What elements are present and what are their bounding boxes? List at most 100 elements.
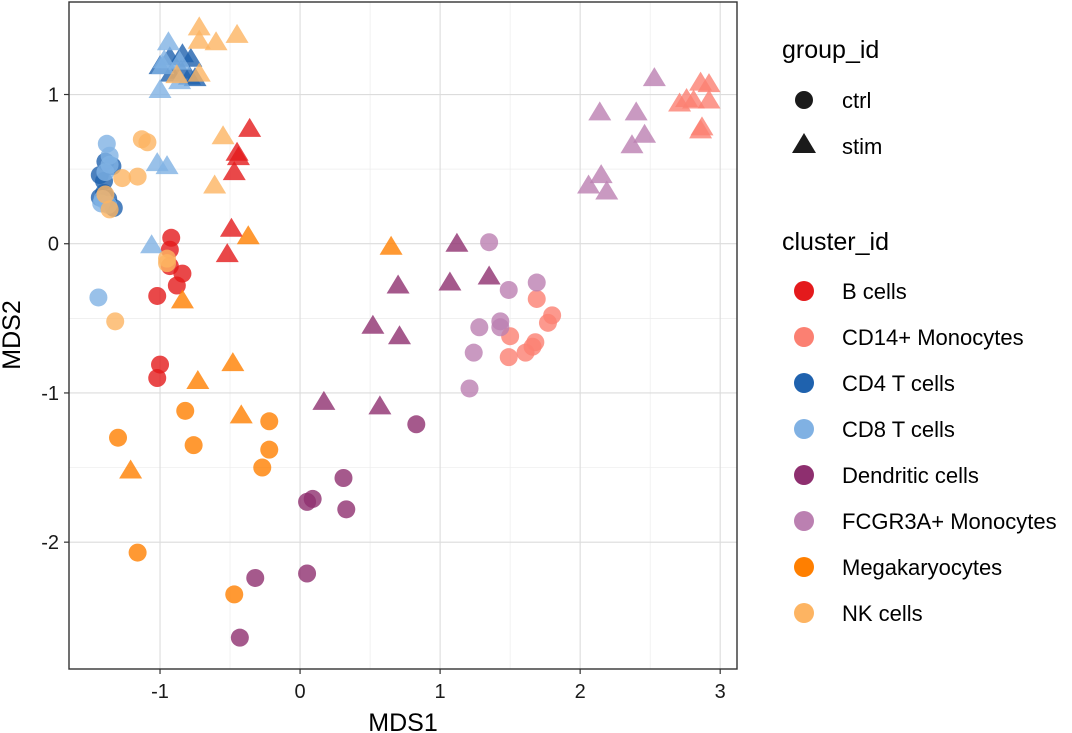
nk-cells-ctrl-point: [158, 249, 177, 268]
fcgr3a-monocytes-stim-point: [620, 134, 644, 154]
y-tick-label: 0: [48, 234, 59, 256]
fcgr3a-monocytes-stim-point: [624, 101, 648, 121]
dendritic-cells-ctrl-point: [298, 492, 317, 511]
nk-cells-stim-point: [165, 64, 189, 84]
x-tick-label: 2: [575, 681, 586, 703]
nk-cells-ctrl-point: [100, 200, 119, 219]
fcgr3a-monocytes-ctrl-point: [464, 343, 483, 362]
nk-cells-stim-point: [211, 125, 235, 145]
megakaryocytes-stim-point: [119, 459, 143, 479]
cd8-t-cells-stim-point: [168, 50, 192, 70]
y-tick-label: 1: [48, 85, 59, 107]
fcgr3a-monocytes-stim-point: [642, 67, 666, 87]
megakaryocytes-stim-point: [379, 235, 403, 255]
legend-key-b-cells: [794, 281, 814, 301]
fcgr3a-monocytes-stim-point: [577, 174, 601, 194]
color-legend-entries: B cells CD14+ Monocytes CD4 T cells CD8 T c…: [794, 279, 1057, 626]
fcgr3a-monocytes-ctrl-point: [480, 233, 499, 252]
x-tick-label: -1: [151, 681, 169, 703]
legend-label-fcgr3a-monocytes: FCGR3A+ Monocytes: [842, 509, 1057, 534]
major-gridlines: [69, 2, 737, 669]
shape-legend-title: group_id: [782, 36, 879, 64]
fcgr3a-monocytes-stim-point: [589, 164, 613, 184]
legend-label-cd8-t-cells: CD8 T cells: [842, 417, 955, 442]
legend-label-b-cells: B cells: [842, 279, 907, 304]
y-axis-ticks: -2 -1 0 1: [41, 85, 69, 554]
cd14-monocytes-ctrl-point: [516, 343, 535, 362]
dendritic-cells-stim-point: [445, 232, 469, 252]
cd14-monocytes-stim-point: [697, 89, 721, 109]
legend-key-dendritic-cells: [794, 465, 814, 485]
fcgr3a-monocytes-stim-point: [588, 101, 612, 121]
legend-label-cd4-t-cells: CD4 T cells: [842, 371, 955, 396]
fcgr3a-monocytes-ctrl-point: [460, 379, 479, 398]
b-cells-stim-point: [219, 217, 243, 237]
megakaryocytes-ctrl-point: [260, 412, 279, 431]
megakaryocytes-ctrl-point: [260, 440, 279, 459]
dendritic-cells-ctrl-point: [230, 628, 249, 647]
legend-key-cd14-monocytes: [794, 327, 814, 347]
b-cells-ctrl-point: [148, 286, 167, 305]
dendritic-cells-stim-point: [477, 265, 501, 285]
y-axis-title: MDS2: [0, 300, 26, 369]
x-axis-ticks: -1 0 1 2 3: [151, 669, 726, 703]
legend-key-fcgr3a-monocytes: [794, 511, 814, 531]
dendritic-cells-stim-point: [361, 314, 385, 334]
megakaryocytes-ctrl-point: [184, 436, 203, 455]
legend-circle-key: [795, 91, 813, 109]
nk-cells-ctrl-point: [138, 133, 157, 152]
dendritic-cells-ctrl-point: [337, 500, 356, 519]
fcgr3a-monocytes-ctrl-point: [470, 318, 489, 337]
b-cells-stim-point: [238, 117, 262, 137]
legend-key-nk-cells: [794, 603, 814, 623]
megakaryocytes-ctrl-point: [225, 585, 244, 604]
nk-cells-stim-point: [187, 62, 211, 82]
legend-label-stim: stim: [842, 134, 882, 159]
cd8-t-cells-stim-point: [156, 31, 180, 51]
nk-cells-stim-point: [204, 31, 228, 51]
nk-cells-stim-point: [203, 174, 227, 194]
nk-cells-ctrl-point: [128, 167, 147, 186]
cd8-t-cells-stim-point: [140, 234, 164, 254]
legend-label-nk-cells: NK cells: [842, 601, 923, 626]
megakaryocytes-stim-point: [170, 289, 194, 309]
cd14-monocytes-stim-point: [682, 89, 706, 109]
fcgr3a-monocytes-ctrl-point: [491, 312, 510, 331]
x-tick-label: 3: [715, 681, 726, 703]
dendritic-cells-stim-point: [438, 271, 462, 291]
x-axis-title: MDS1: [368, 709, 437, 733]
x-tick-label: 0: [295, 681, 306, 703]
dendritic-cells-stim-point: [312, 390, 336, 410]
fcgr3a-monocytes-stim-point: [633, 123, 657, 143]
b-cells-ctrl-point: [148, 369, 167, 388]
legend-label-dendritic-cells: Dendritic cells: [842, 463, 979, 488]
nk-cells-ctrl-point: [96, 185, 115, 204]
legend-key-megakaryocytes: [794, 557, 814, 577]
dendritic-cells-stim-point: [368, 395, 392, 415]
megakaryocytes-ctrl-point: [128, 543, 147, 562]
y-tick-label: -1: [41, 383, 59, 405]
dendritic-cells-ctrl-point: [246, 568, 265, 587]
cd14-monocytes-ctrl-point: [527, 289, 546, 308]
panel-border: [68, 1, 738, 670]
shape-legend: group_id ctrl stim: [782, 36, 882, 159]
dendritic-cells-ctrl-point: [298, 564, 317, 583]
megakaryocytes-stim-point: [186, 370, 210, 390]
megakaryocytes-ctrl-point: [109, 428, 128, 447]
b-cells-stim-point: [226, 146, 250, 166]
dendritic-cells-ctrl-point: [407, 415, 426, 434]
cd8-t-cells-ctrl-point: [96, 163, 115, 182]
b-cells-stim-point: [215, 243, 239, 263]
megakaryocytes-ctrl-point: [253, 458, 272, 477]
dendritic-cells-stim-point: [386, 274, 410, 294]
nk-cells-ctrl-point: [106, 312, 125, 331]
nk-cells-ctrl-point: [113, 169, 132, 188]
x-tick-label: 1: [435, 681, 446, 703]
b-cells-ctrl-point: [167, 276, 186, 295]
legend-label-ctrl: ctrl: [842, 88, 871, 113]
legend-label-megakaryocytes: Megakaryocytes: [842, 555, 1002, 580]
cd14-monocytes-ctrl-point: [538, 313, 557, 332]
y-tick-label: -2: [41, 532, 59, 554]
color-legend-title: cluster_id: [782, 228, 889, 256]
